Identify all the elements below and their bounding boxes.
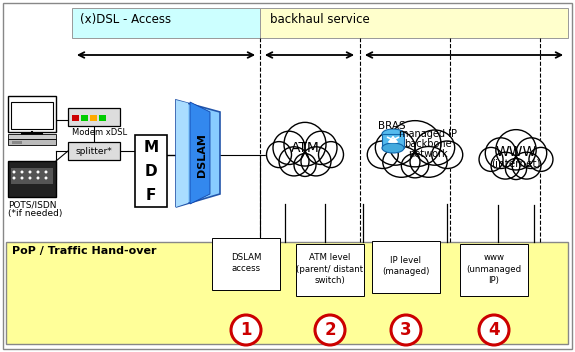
Ellipse shape	[273, 131, 305, 164]
Bar	[8, 139, 56, 145]
Text: IP level
(managed): IP level (managed)	[382, 256, 430, 276]
Ellipse shape	[294, 153, 316, 176]
Ellipse shape	[284, 122, 326, 166]
Ellipse shape	[401, 154, 428, 178]
Ellipse shape	[485, 138, 516, 169]
Ellipse shape	[529, 147, 553, 171]
Circle shape	[315, 315, 345, 345]
Text: 3: 3	[400, 321, 412, 339]
Bar	[68, 142, 120, 160]
Bar	[382, 134, 404, 148]
Bar	[68, 108, 120, 126]
Ellipse shape	[383, 146, 420, 177]
Bar	[81, 115, 88, 121]
Bar	[72, 8, 260, 38]
Text: splitter*: splitter*	[76, 146, 112, 156]
Bar	[135, 135, 167, 207]
Text: managed IP: managed IP	[399, 129, 457, 139]
Circle shape	[391, 315, 421, 345]
Ellipse shape	[496, 130, 536, 170]
Text: ATM level
(parent/ distant
switch): ATM level (parent/ distant switch)	[297, 253, 363, 285]
Bar	[372, 241, 440, 293]
Circle shape	[29, 176, 32, 180]
Text: D: D	[145, 163, 158, 178]
Bar	[6, 242, 568, 344]
Text: (x)DSL - Access: (x)DSL - Access	[80, 13, 171, 26]
Ellipse shape	[301, 147, 331, 176]
Circle shape	[29, 170, 32, 174]
Circle shape	[21, 170, 24, 174]
Bar	[90, 115, 97, 121]
Bar	[460, 244, 528, 296]
Circle shape	[36, 170, 40, 174]
Text: F: F	[146, 188, 156, 202]
Ellipse shape	[415, 130, 455, 165]
Ellipse shape	[305, 131, 337, 164]
Bar	[260, 8, 568, 38]
Circle shape	[231, 315, 261, 345]
Bar	[12, 141, 22, 144]
Circle shape	[44, 176, 48, 180]
Bar	[11, 102, 53, 129]
Ellipse shape	[512, 152, 541, 179]
Text: DSLAM: DSLAM	[197, 133, 207, 177]
Ellipse shape	[367, 141, 398, 169]
Bar	[8, 161, 56, 197]
Ellipse shape	[432, 141, 463, 169]
Ellipse shape	[491, 152, 520, 179]
Ellipse shape	[410, 146, 447, 177]
Circle shape	[36, 176, 40, 180]
Text: WWW: WWW	[496, 145, 536, 159]
Text: ATM: ATM	[290, 141, 320, 155]
Bar	[8, 96, 56, 132]
Text: (*if needed): (*if needed)	[8, 209, 62, 218]
Text: PoP / Traffic Hand-over: PoP / Traffic Hand-over	[12, 246, 156, 256]
Text: 2: 2	[324, 321, 336, 339]
Text: Modem xDSL: Modem xDSL	[72, 128, 127, 137]
Bar	[8, 134, 56, 139]
Text: POTS/ISDN: POTS/ISDN	[8, 201, 56, 210]
Polygon shape	[176, 100, 188, 207]
Bar	[99, 115, 106, 121]
Text: M: M	[143, 139, 159, 155]
Ellipse shape	[382, 143, 404, 153]
Circle shape	[479, 315, 509, 345]
Text: (internet): (internet)	[491, 159, 540, 169]
Ellipse shape	[279, 147, 309, 176]
Polygon shape	[176, 100, 220, 207]
Text: backhaul service: backhaul service	[270, 13, 370, 26]
Polygon shape	[190, 102, 210, 204]
Ellipse shape	[516, 138, 547, 169]
Text: network: network	[408, 149, 448, 159]
Ellipse shape	[479, 147, 503, 171]
Bar	[11, 168, 53, 184]
Ellipse shape	[505, 158, 527, 180]
Circle shape	[13, 170, 16, 174]
Bar	[382, 134, 404, 148]
Bar	[212, 238, 280, 290]
Ellipse shape	[382, 129, 404, 139]
Text: BRAS: BRAS	[378, 121, 405, 131]
Text: DSLAM
access: DSLAM access	[231, 253, 261, 273]
Text: backbone: backbone	[404, 139, 452, 149]
Bar	[72, 115, 79, 121]
Ellipse shape	[319, 142, 343, 168]
Text: www
(unmanaged
IP): www (unmanaged IP)	[466, 253, 522, 285]
Ellipse shape	[389, 121, 441, 167]
Circle shape	[44, 170, 48, 174]
Ellipse shape	[266, 142, 292, 168]
Text: 4: 4	[488, 321, 500, 339]
Text: 1: 1	[240, 321, 252, 339]
Circle shape	[13, 176, 16, 180]
Circle shape	[21, 176, 24, 180]
Bar	[296, 244, 364, 296]
Ellipse shape	[375, 130, 415, 165]
